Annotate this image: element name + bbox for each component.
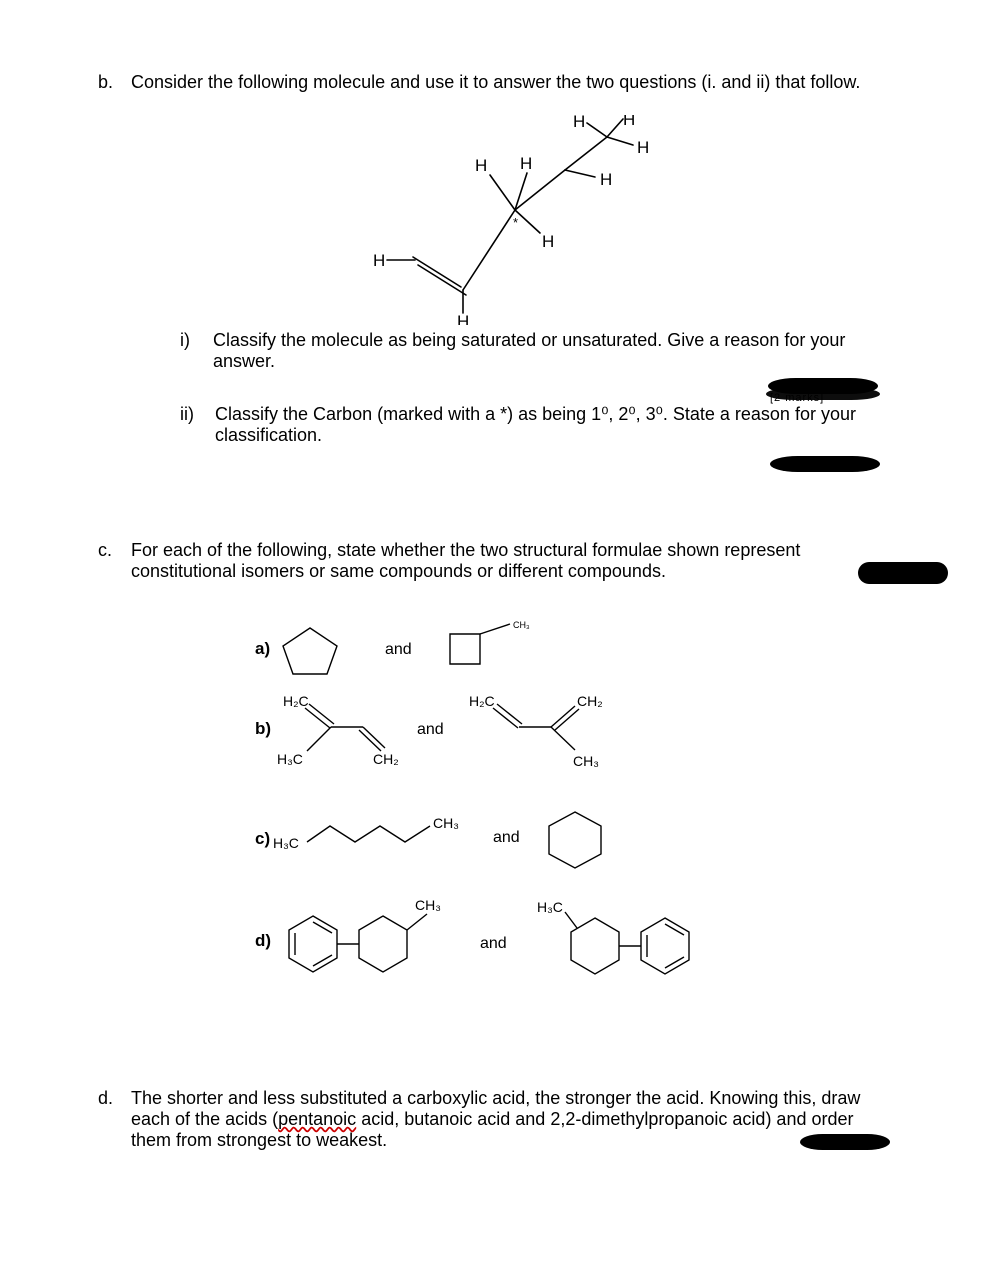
mol-h: H (373, 251, 385, 270)
c-a-label: a) (255, 639, 270, 658)
redaction-mark (770, 456, 880, 472)
c-b-r-top: H₂C (469, 693, 495, 709)
b-ii-label: ii) (180, 404, 210, 425)
redaction-mark (766, 388, 880, 400)
c-svg: a) and CH₃ b) H₂C H₃C CH₂ and H₂C CH₂ CH… (255, 616, 755, 1036)
c-c-label: c) (255, 829, 270, 848)
b-i-label: i) (180, 330, 208, 351)
c-b-r-tr: CH₂ (577, 693, 603, 709)
c-c-lr: CH₃ (433, 815, 459, 831)
mol-h: H (637, 138, 649, 157)
b-i: i) Classify the molecule as being satura… (180, 330, 900, 372)
molecule-figure: H H H H H H H H H * (355, 115, 655, 330)
b-ii-text: Classify the Carbon (marked with a *) as… (215, 404, 895, 446)
c-c-ll: H₃C (273, 835, 299, 851)
d-label: d. (98, 1088, 126, 1109)
redaction-mark (858, 562, 948, 584)
c-a-ch3: CH₃ (513, 620, 530, 630)
question-d: d. The shorter and less substituted a ca… (98, 1088, 898, 1151)
mol-h: H (573, 115, 585, 131)
mol-h: H (475, 156, 487, 175)
c-b-and: and (417, 721, 444, 738)
c-d-r-top: H₃C (537, 899, 563, 915)
b-i-text: Classify the molecule as being saturated… (213, 330, 893, 372)
c-b-l-br: CH₂ (373, 751, 399, 767)
mol-h: H (542, 232, 554, 251)
c-label: c. (98, 540, 126, 561)
c-b-l-bl: H₃C (277, 751, 303, 767)
b-ii: ii) Classify the Carbon (marked with a *… (180, 404, 900, 446)
redaction-mark (800, 1134, 890, 1150)
c-d-label: d) (255, 931, 271, 950)
c-b-label: b) (255, 719, 271, 738)
mol-h: H (623, 115, 635, 129)
mol-h: H (600, 170, 612, 189)
b-intro: Consider the following molecule and use … (131, 72, 891, 93)
c-a-and: and (385, 641, 412, 658)
c-d-and: and (480, 935, 507, 952)
b-label: b. (98, 72, 126, 93)
d-text: The shorter and less substituted a carbo… (131, 1088, 891, 1151)
c-b-l-top: H₂C (283, 693, 309, 709)
molecule-svg: H H H H H H H H H * (355, 115, 655, 325)
c-b-r-br: CH₃ (573, 753, 599, 769)
c-figures: a) and CH₃ b) H₂C H₃C CH₂ and H₂C CH₂ CH… (255, 616, 755, 1041)
mol-star: * (513, 215, 518, 230)
mol-h: H (457, 312, 469, 325)
c-intro: For each of the following, state whether… (131, 540, 891, 582)
d-pentanoic: pentanoic (278, 1109, 356, 1129)
question-b: b. Consider the following molecule and u… (98, 72, 898, 93)
mol-h: H (520, 154, 532, 173)
c-d-l-top: CH₃ (415, 897, 441, 913)
question-c: c. For each of the following, state whet… (98, 540, 898, 582)
c-c-and: and (493, 829, 520, 846)
